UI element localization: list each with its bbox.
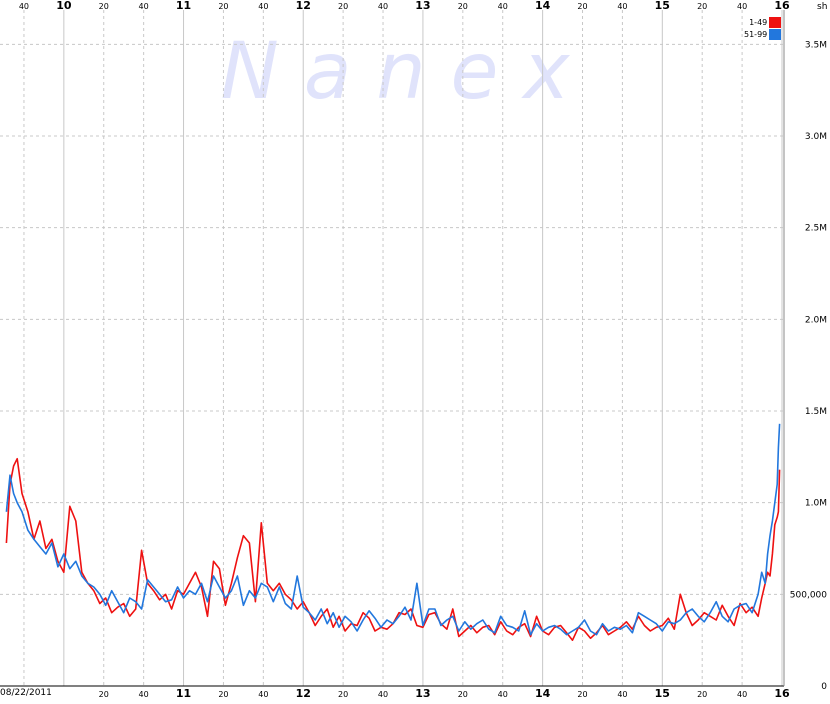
- legend-label-1-49: 1-49: [749, 17, 768, 27]
- x-tick-label-top: 12: [296, 0, 311, 12]
- x-tick-label-top: 20: [99, 2, 109, 11]
- y-tick-label: 0: [821, 682, 827, 692]
- x-tick-label-bottom: 16: [774, 687, 790, 700]
- x-tick-label-top: 20: [458, 2, 468, 11]
- x-tick-label-bottom: 40: [378, 690, 388, 699]
- date-label: 08/22/2011: [0, 688, 52, 698]
- grid-layer: [0, 10, 784, 686]
- x-tick-label-top: 40: [139, 2, 149, 11]
- legend: 1-49 51-99: [744, 16, 782, 40]
- x-tick-label-top: 40: [19, 2, 29, 11]
- x-tick-label-bottom: 15: [655, 687, 670, 700]
- x-tick-label-bottom: 40: [139, 690, 149, 699]
- y-tick-label: 1.5M: [805, 407, 827, 417]
- y-tick-label: 3.0M: [805, 132, 827, 142]
- x-tick-label-top: 20: [697, 2, 707, 11]
- y-tick-label: 2.5M: [805, 224, 827, 234]
- nanex-watermark: N a n e x: [221, 27, 571, 117]
- x-tick-label-top: 40: [378, 2, 388, 11]
- y-tick-label: 2.0M: [805, 315, 827, 325]
- legend-item-51-99: 51-99: [744, 28, 782, 40]
- series-layer: [5, 423, 781, 642]
- x-tick-label-top: 20: [218, 2, 228, 11]
- y-tick-label: 3.5M: [805, 40, 827, 50]
- x-tick-label-top: 11: [176, 0, 191, 12]
- legend-item-1-49: 1-49: [744, 16, 782, 28]
- x-tick-label-bottom: 40: [737, 690, 747, 699]
- y-tick-label: 1.0M: [805, 499, 827, 509]
- x-tick-label-top: 20: [338, 2, 348, 11]
- x-tick-label-top: 40: [617, 2, 627, 11]
- x-tick-label-top: 10: [56, 0, 72, 12]
- x-tick-label-bottom: 20: [338, 690, 348, 699]
- x-tick-label-bottom: 40: [617, 690, 627, 699]
- x-tick-label-bottom: 13: [415, 687, 430, 700]
- x-tick-label-bottom: 11: [176, 687, 191, 700]
- x-tick-label-bottom: 20: [218, 690, 228, 699]
- x-tick-label-top: 13: [415, 0, 430, 12]
- x-tick-label-bottom: 20: [577, 690, 587, 699]
- x-tick-label-top: 15: [655, 0, 670, 12]
- x-tick-label-top: 14: [535, 0, 551, 12]
- legend-label-51-99: 51-99: [744, 29, 768, 39]
- x-tick-label-top: 40: [258, 2, 268, 11]
- x-tick-label-bottom: 40: [258, 690, 268, 699]
- x-tick-label-bottom: 40: [498, 690, 508, 699]
- x-tick-label-top: 20: [577, 2, 587, 11]
- series-line-51-99: [5, 423, 781, 636]
- x-tick-label-top: 40: [498, 2, 508, 11]
- series-line-1-49: [5, 457, 781, 642]
- unit-label: sh: [817, 2, 827, 12]
- x-tick-label-bottom: 14: [535, 687, 551, 700]
- legend-swatch-red: [769, 16, 782, 28]
- x-tick-label-top: 40: [737, 2, 747, 11]
- x-tick-label-bottom: 12: [296, 687, 311, 700]
- legend-swatch-blue: [769, 28, 782, 40]
- x-tick-label-bottom: 20: [697, 690, 707, 699]
- x-tick-label-bottom: 20: [458, 690, 468, 699]
- y-tick-label: 500,000: [790, 590, 827, 600]
- x-tick-label-bottom: 20: [99, 690, 109, 699]
- x-tick-label-top: 16: [774, 0, 790, 12]
